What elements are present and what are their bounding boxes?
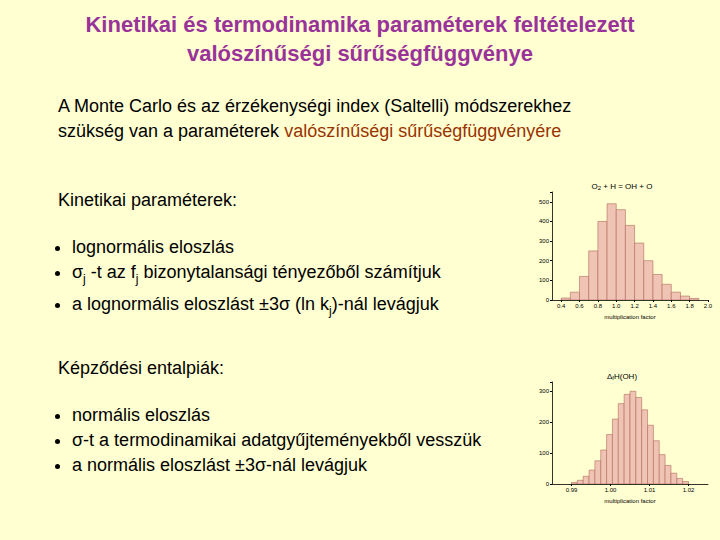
svg-text:1.2: 1.2 [630, 303, 639, 309]
svg-text:300: 300 [539, 388, 550, 394]
svg-text:1.01: 1.01 [644, 487, 656, 493]
html-text:Kinetikai paraméterek:: Kinetikai paraméterek: [58, 190, 238, 210]
svg-text:multiplication factor: multiplication factor [604, 314, 655, 320]
svg-text:2.0: 2.0 [704, 303, 713, 309]
html-text:O2: O2 [591, 181, 602, 191]
svg-text:H(OH): H(OH) [614, 372, 637, 381]
svg-text:0.99: 0.99 [566, 487, 578, 493]
svg-text:300: 300 [539, 238, 550, 244]
svg-text:1.0: 1.0 [612, 303, 621, 309]
html-text:a normális eloszlást ±3σ-nál l: a normális eloszlást ±3σ-nál levágjuk [72, 455, 368, 475]
svg-text:500: 500 [539, 199, 550, 205]
html-text:Δf: Δf [606, 371, 614, 381]
html-text:σj-t az fjbizonytalansági tény: σj-t az fjbizonytalansági tényezőből szá… [72, 262, 441, 286]
svg-text:1.02: 1.02 [683, 487, 695, 493]
html-text:lognormális eloszlás: lognormális eloszlás [72, 237, 235, 257]
html-text:Kinetikai és termodinamika par: Kinetikai és termodinamika paraméterek f… [85, 12, 635, 37]
svg-text:100: 100 [539, 450, 550, 456]
html-text:szükség van a paraméterek való: szükség van a paraméterek valószínűségi … [58, 121, 562, 141]
html-text:σ-t a termodinamikai adatgyűjt: σ-t a termodinamikai adatgyűjteményekből… [72, 430, 482, 450]
svg-text:0: 0 [546, 481, 550, 487]
html-text:normális eloszlás: normális eloszlás [72, 405, 211, 425]
html-text:valószínűségi sűrűségfüggvénye: valószínűségi sűrűségfüggvénye [187, 41, 533, 66]
svg-text:multiplication factor: multiplication factor [604, 498, 655, 504]
html-text:Képződési entalpiák:: Képződési entalpiák: [58, 358, 225, 378]
svg-text:100: 100 [539, 277, 550, 283]
html-text:A Monte Carlo és az érzékenysé: A Monte Carlo és az érzékenységi index (… [58, 96, 572, 116]
html-text:a lognormális eloszlást ±3σ (l: a lognormális eloszlást ±3σ (ln kj)-nál … [72, 293, 439, 318]
svg-text:400: 400 [539, 218, 550, 224]
svg-text:1.6: 1.6 [667, 303, 676, 309]
svg-text:0.4: 0.4 [557, 303, 566, 309]
svg-text:0: 0 [546, 297, 550, 303]
svg-text:0.6: 0.6 [575, 303, 584, 309]
svg-text:+ H = OH + O: + H = OH + O [601, 182, 652, 191]
svg-text:0.8: 0.8 [594, 303, 603, 309]
svg-text:200: 200 [539, 419, 550, 425]
svg-text:200: 200 [539, 258, 550, 264]
svg-text:1.8: 1.8 [685, 303, 694, 309]
svg-text:1.00: 1.00 [605, 487, 617, 493]
svg-text:1.4: 1.4 [649, 303, 658, 309]
